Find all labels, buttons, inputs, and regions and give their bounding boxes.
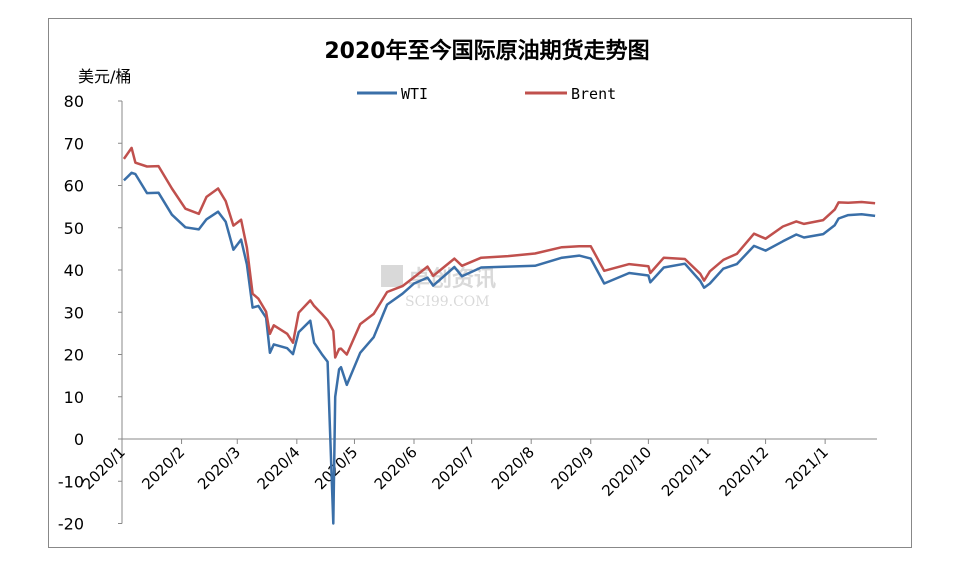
series-line-wti bbox=[123, 171, 876, 525]
y-tick-label: 80 bbox=[64, 92, 84, 111]
x-tick-label: 2020/6 bbox=[371, 443, 421, 493]
y-tick-label: 70 bbox=[64, 134, 84, 153]
svg-text:SCI99.COM: SCI99.COM bbox=[405, 294, 490, 310]
series-lines bbox=[122, 146, 876, 525]
x-tick-label: 2020/10 bbox=[598, 443, 655, 500]
y-axis-label: 美元/桶 bbox=[78, 67, 131, 86]
legend-label-brent: Brent bbox=[571, 85, 616, 103]
y-tick-label: 10 bbox=[64, 388, 84, 407]
x-tick-label: 2020/1 bbox=[79, 443, 129, 493]
x-tick-label: 2020/12 bbox=[716, 443, 773, 500]
x-tick-label: 2020/4 bbox=[254, 443, 304, 493]
x-tick-label: 2020/7 bbox=[428, 443, 478, 493]
y-tick-label: -20 bbox=[58, 515, 84, 534]
legend-label-wti: WTI bbox=[401, 85, 428, 103]
y-tick-label: 20 bbox=[64, 346, 84, 365]
x-tick-label: 2020/5 bbox=[311, 443, 361, 493]
x-tick-label: 2020/8 bbox=[488, 443, 538, 493]
x-tick-label: 2021/1 bbox=[782, 443, 832, 493]
x-tick-label: 2020/2 bbox=[138, 443, 188, 493]
chart-frame bbox=[48, 18, 912, 548]
legend: WTI Brent bbox=[357, 85, 616, 103]
x-tick-label: 2020/9 bbox=[548, 443, 598, 493]
y-tick-label: 30 bbox=[64, 303, 84, 322]
y-tick-label: -10 bbox=[58, 472, 84, 491]
y-tick-label: 0 bbox=[74, 430, 84, 449]
y-tick-label: 40 bbox=[64, 261, 84, 280]
x-tick-label: 2020/11 bbox=[658, 443, 715, 500]
y-tick-label: 50 bbox=[64, 219, 84, 238]
series-line-brent bbox=[122, 146, 876, 359]
chart-title: 2020年至今国际原油期货走势图 bbox=[324, 38, 649, 64]
x-tick-label: 2020/3 bbox=[194, 443, 244, 493]
y-tick-label: 60 bbox=[64, 177, 84, 196]
